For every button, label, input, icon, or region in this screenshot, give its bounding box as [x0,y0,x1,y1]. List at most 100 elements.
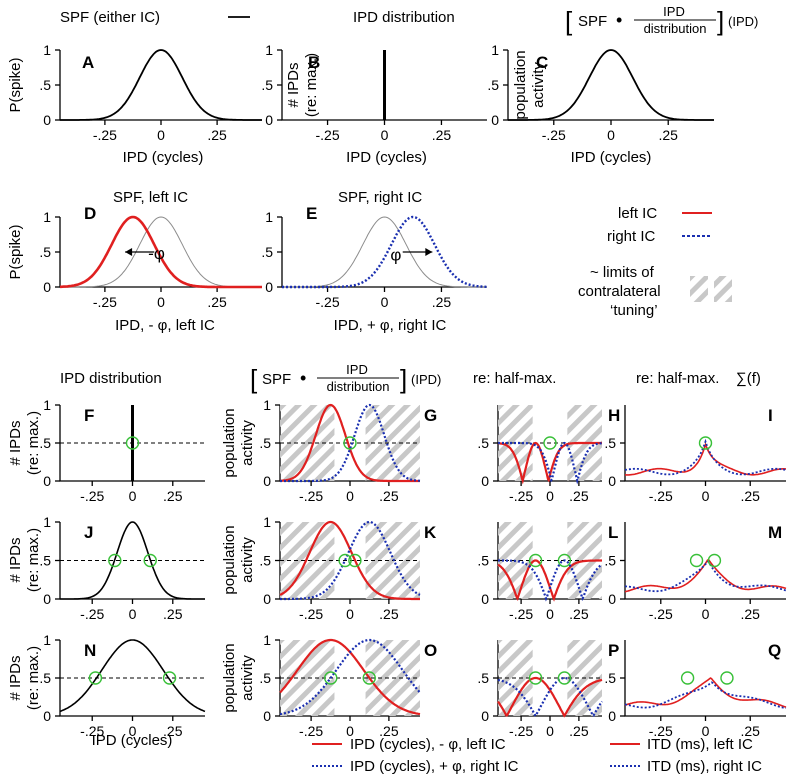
panel-a-xtick-label: 0 [157,127,165,143]
sum-right [625,560,787,593]
ylabel-nipd-f1: # IPDs [7,420,24,465]
panel-d: 1 .5 0 -.25 0 .25 D -φ [39,204,262,310]
half-max-circle [528,671,543,685]
panel-e-ytick-label: 0 [265,279,273,295]
panel-q-axes [624,640,786,717]
panel-letter: O [424,641,437,660]
title-sum-f: ∑(f) [736,370,761,387]
panel-d-ytick-label: .5 [39,244,51,260]
panel-g-xtick-label: .25 [379,488,399,504]
panel-h-ytick-label: .5 [477,435,489,451]
panel-l-xtick-label: 0 [546,606,554,622]
legend-bottom-c: ITD (ms), left IC [647,736,753,753]
dist-curve [59,639,206,713]
panel-j: 1 .5 0 -.25 0 .25 J [39,514,205,622]
panel-c: 1 .5 0 -.25 0 .25 C IPD (cycles) [487,42,714,166]
panel-e-phi: φ [390,245,401,264]
panel-k-ytick-label: 0 [263,591,271,607]
panel-c-xtick-label: 0 [607,127,615,143]
panel-o-xtick-label: 0 [346,723,354,739]
panel-i-xtick-label: -.25 [649,488,673,504]
svg-text:(IPD): (IPD) [728,14,758,29]
half-max-circle [162,671,177,685]
xlabel-b: IPD (cycles) [346,149,427,166]
panel-b-xtick-label: -.25 [315,127,339,143]
panel-c-letter: C [536,53,548,72]
panel-e: 1 .5 0 -.25 0 .25 Eφ [261,204,487,310]
panel-b: 1 .5 0 -.25 0 .25 B IPD (cycles) [261,42,487,166]
panel-n-xtick-label: .25 [163,723,183,739]
panel-a-letter: A [82,53,94,72]
panel-f-xtick-label: 0 [129,488,137,504]
panel-h-xtick-label: .25 [569,488,589,504]
ylabel-pspike-a: P(spike) [7,57,24,112]
title-spf-left: SPF, left IC [113,189,188,206]
panel-letter: I [768,406,773,425]
ylabel-pop-g2: activity [239,420,256,466]
panel-m-xtick-label: .25 [740,606,760,622]
svg-text:(IPD): (IPD) [411,372,441,387]
panel-letter: H [608,406,620,425]
xlabel-right-ic: IPD, + φ, right IC [334,317,447,334]
panel-m: .5 0 -.25 0 .25 M [604,522,787,622]
panel-e-xtick-label: 0 [381,294,389,310]
panel-i-ytick-label: .5 [604,435,616,451]
ylabel-nipd-f2: (re: max.) [25,411,42,475]
half-max-circle [680,671,695,685]
panel-l: .5 0 -.25 0 .25 L [477,522,618,622]
panel-d-xtick-label: .25 [207,294,227,310]
ylabel-nipd-b2: (re: max.) [303,53,320,117]
panel-a-spf [60,49,262,121]
panel-d-xtick-label: 0 [157,294,165,310]
xlabel-c: IPD (cycles) [571,149,652,166]
panel-g: 1 .5 0 -.25 0 .25 G [259,397,437,504]
panel-k-xtick-label: -.25 [299,606,323,622]
svg-text:]: ] [400,364,407,394]
legend-limits-3: ‘tuning’ [610,302,658,319]
half-max-circle [707,553,722,568]
panel-q-xtick-label: -.25 [649,723,673,739]
half-max-circle [689,553,704,568]
half-max-circle [348,553,362,568]
title-spf-either: SPF (either IC) [60,9,160,26]
panel-c-ytick-label: 1 [491,42,499,58]
panel-g-ytick-label: 0 [263,473,271,489]
svg-text:•: • [616,10,622,30]
panel-o-xtick-label: -.25 [299,723,323,739]
panel-k-ytick-label: .5 [259,553,271,569]
panel-f-xtick-label: -.25 [80,488,104,504]
panel-n-ytick-label: .5 [39,670,51,686]
panel-l-ytick-label: .5 [477,553,489,569]
panel-c-pop [508,49,714,121]
panel-q-xtick-label: .25 [740,723,760,739]
panel-q: .5 0 -.25 0 .25 Q [604,640,787,739]
panel-d-phi: -φ [148,244,165,263]
panel-g-xtick-label: -.25 [299,488,323,504]
half-max-circle [108,553,122,568]
panel-h: .5 0 -.25 0 .25 H [477,405,620,504]
title-conv-bottom: [ SPF • IPD distribution ] (IPD) [250,362,441,394]
legend-hatch-right [714,276,732,302]
panel-d-arrowhead [125,248,133,256]
ylabel-nipd-n2: (re: max.) [25,646,42,710]
panel-k: 1 .5 0 -.25 0 .25 K [259,514,437,622]
svg-text:•: • [300,368,306,388]
panel-b-ytick-label: 0 [265,112,273,128]
panel-p-xtick-label: 0 [546,723,554,739]
panel-i-xtick-label: 0 [702,488,710,504]
panel-j-xtick-label: -.25 [80,606,104,622]
panel-letter: P [608,641,619,660]
ylabel-pop-g1: population [221,408,238,477]
panel-c-xtick-label: .25 [658,127,678,143]
panel-d-letter: D [84,204,96,223]
ylabel-nipd-j2: (re: max.) [25,528,42,592]
panel-d-ytick-label: 0 [43,279,51,295]
ylabel-pop-k1: population [221,525,238,594]
panel-l-xtick-label: .25 [569,606,589,622]
panel-b-xtick-label: .25 [432,127,452,143]
panel-b-ytick-label: .5 [261,77,273,93]
svg-text:SPF: SPF [262,371,291,388]
ylabel-pspike-d: P(spike) [7,224,24,279]
panel-f-xtick-label: .25 [163,488,183,504]
